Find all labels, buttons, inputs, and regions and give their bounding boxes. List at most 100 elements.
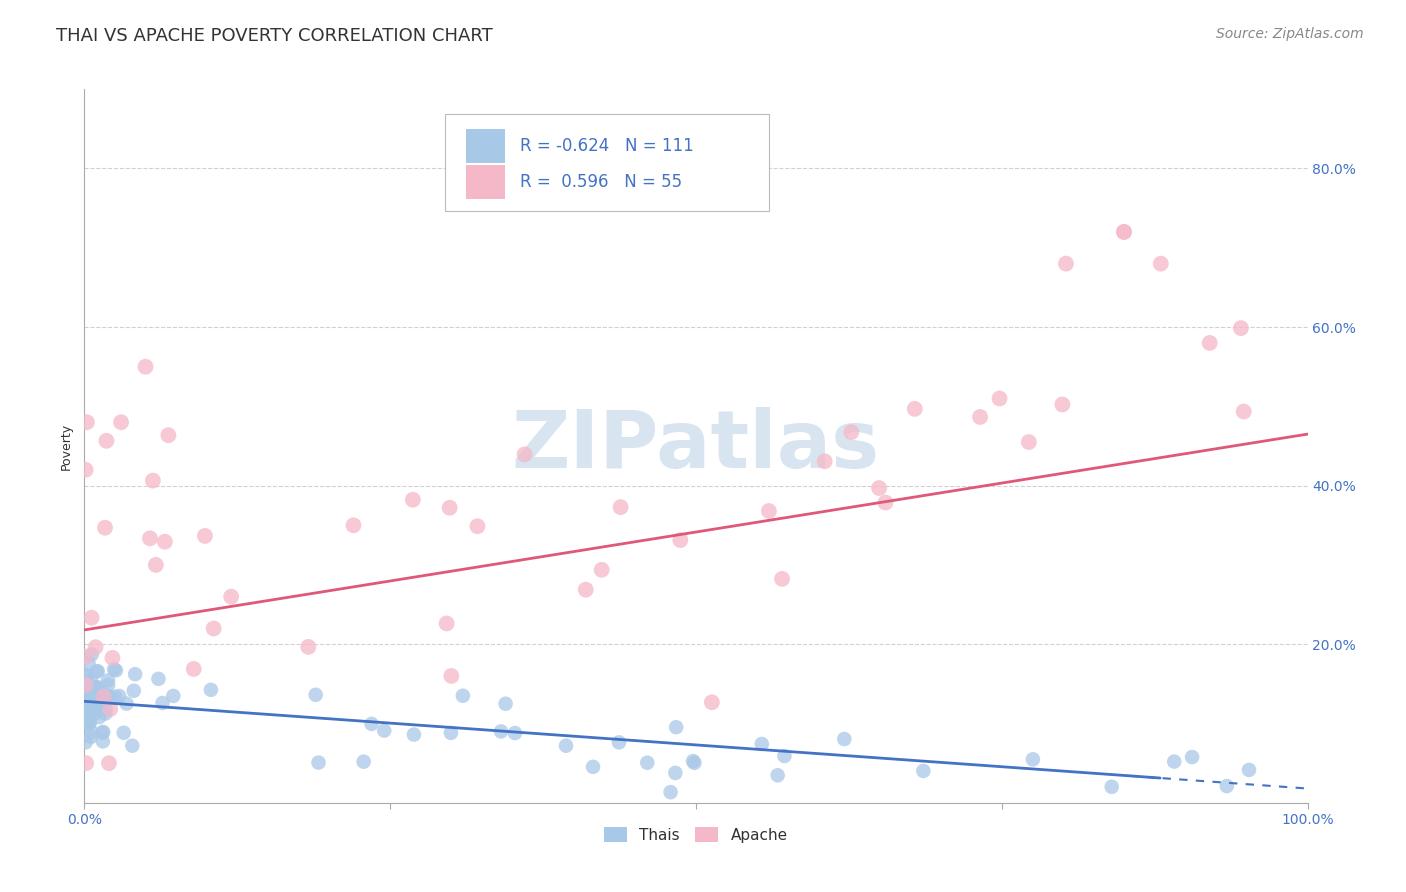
Point	[97, 690, 120, 705]
Point	[84, 681, 107, 696]
Point	[76, 714, 98, 728]
Point	[839, 425, 862, 439]
Point	[75, 709, 97, 723]
Point	[86, 687, 108, 701]
Point	[86, 681, 108, 695]
Text: THAI VS APACHE POVERTY CORRELATION CHART: THAI VS APACHE POVERTY CORRELATION CHART	[56, 27, 494, 45]
Point	[77, 677, 100, 691]
Point	[75, 693, 97, 707]
Point	[75, 711, 97, 725]
Point	[495, 697, 517, 711]
Point	[75, 735, 97, 749]
Point	[83, 703, 105, 717]
Point	[121, 739, 143, 753]
Point	[90, 696, 112, 710]
Point	[112, 725, 135, 739]
Point	[148, 672, 170, 686]
Point	[75, 713, 97, 727]
Point	[104, 690, 127, 704]
Point	[75, 713, 97, 727]
Point	[1112, 225, 1135, 239]
Point	[758, 504, 780, 518]
Point	[770, 572, 793, 586]
Point	[609, 500, 631, 515]
Point	[152, 696, 174, 710]
Point	[1181, 750, 1204, 764]
Point	[89, 695, 111, 709]
Point	[1163, 755, 1185, 769]
Point	[1230, 321, 1253, 335]
Point	[832, 731, 855, 746]
Text: ZIPatlas: ZIPatlas	[512, 407, 880, 485]
Point	[582, 760, 605, 774]
Point	[440, 669, 463, 683]
Point	[297, 640, 319, 654]
Point	[75, 698, 97, 713]
Point	[467, 519, 489, 533]
Point	[773, 749, 796, 764]
Point	[591, 563, 613, 577]
Point	[142, 474, 165, 488]
Point	[202, 622, 225, 636]
Point	[75, 687, 97, 701]
Point	[75, 678, 97, 692]
Point	[76, 688, 98, 702]
Point	[1198, 335, 1220, 350]
Point	[75, 700, 97, 714]
Point	[75, 692, 97, 706]
Point	[108, 689, 131, 703]
Point	[79, 685, 101, 699]
Point	[76, 415, 98, 429]
Point	[875, 495, 897, 509]
Point	[373, 723, 395, 738]
Point	[1022, 752, 1045, 766]
Point	[988, 392, 1011, 406]
Point	[665, 720, 688, 734]
Point	[157, 428, 180, 442]
Point	[80, 730, 103, 744]
Point	[700, 695, 723, 709]
Point	[1052, 397, 1074, 411]
Point	[80, 648, 103, 662]
Point	[101, 651, 124, 665]
Point	[75, 690, 97, 704]
Point	[110, 415, 132, 429]
Point	[607, 735, 630, 749]
Point	[135, 359, 157, 374]
Point	[969, 409, 991, 424]
Point	[1114, 225, 1136, 239]
Y-axis label: Poverty: Poverty	[59, 423, 73, 469]
Point	[683, 756, 706, 770]
Point	[440, 726, 463, 740]
Point	[84, 682, 107, 697]
Point	[682, 754, 704, 768]
Point	[75, 698, 97, 713]
Point	[439, 500, 461, 515]
Point	[1150, 257, 1173, 271]
Point	[75, 701, 97, 715]
Point	[75, 756, 97, 771]
Point	[80, 674, 103, 689]
Point	[904, 401, 927, 416]
Point	[77, 695, 100, 709]
Point	[503, 726, 526, 740]
Point	[1237, 763, 1260, 777]
Point	[868, 481, 890, 495]
Point	[122, 683, 145, 698]
Point	[79, 699, 101, 714]
Point	[75, 708, 97, 723]
Point	[139, 532, 162, 546]
Point	[79, 715, 101, 730]
Point	[75, 463, 97, 477]
Point	[97, 678, 120, 692]
Point	[219, 590, 242, 604]
FancyBboxPatch shape	[446, 114, 769, 211]
Point	[75, 698, 97, 713]
Point	[360, 716, 382, 731]
Point	[305, 688, 328, 702]
Point	[636, 756, 658, 770]
Point	[77, 692, 100, 706]
Point	[79, 689, 101, 703]
Point	[75, 668, 97, 682]
Point	[664, 765, 686, 780]
